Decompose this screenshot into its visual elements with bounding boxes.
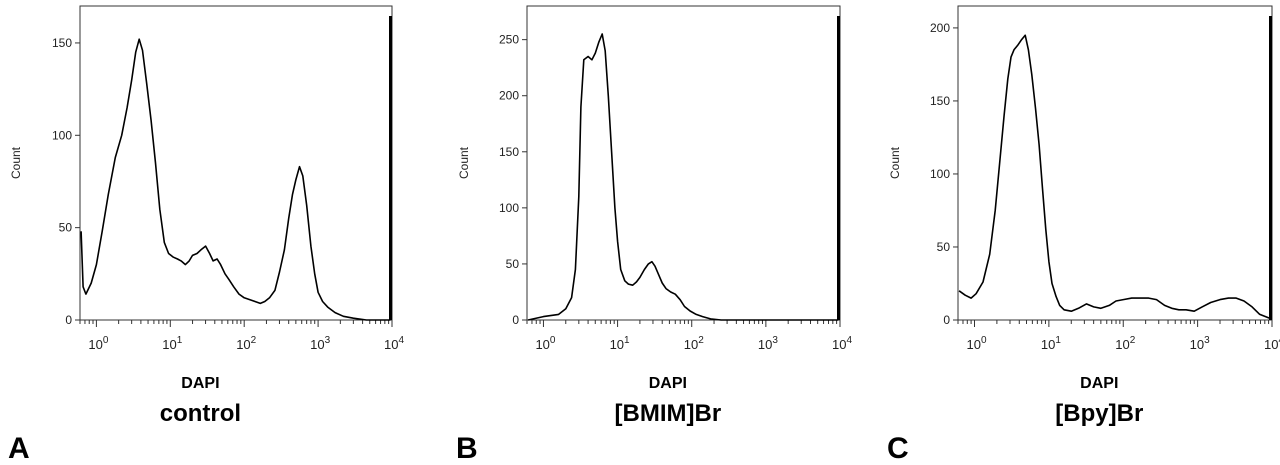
y-tick-label: 150 [930, 94, 950, 108]
x-tick-label: 101 [610, 335, 630, 352]
histogram-series-line [527, 33, 839, 321]
y-tick-label: 100 [930, 167, 950, 181]
y-tick-label: 50 [937, 240, 951, 254]
overflow-bar [1269, 16, 1272, 320]
y-tick-label: 50 [506, 257, 520, 271]
overflow-bar [837, 16, 840, 320]
plot-frame [526, 5, 841, 321]
histogram-series-line [958, 34, 1271, 320]
x-tick-label: 102 [236, 335, 256, 352]
overflow-bar [389, 16, 392, 320]
y-tick-label: 100 [52, 128, 72, 142]
x-tick-label: 100 [535, 335, 555, 352]
x-tick-label: 101 [1041, 335, 1061, 352]
x-tick-label: 103 [758, 335, 778, 352]
panel-letter: A [8, 432, 30, 465]
y-axis-label: Count [457, 146, 471, 179]
histogram-series-line [80, 38, 391, 321]
chart-panel-a: 0 50 100 150 100 101 102 103 104 Count DAPI control… [8, 5, 404, 465]
x-tick-label: 103 [1190, 335, 1210, 352]
x-tick-label: 101 [162, 335, 182, 352]
x-tick-label: 102 [1115, 335, 1135, 352]
y-tick-label: 0 [943, 313, 950, 327]
x-tick-label: 104 [1264, 335, 1280, 352]
x-axis-label: DAPI [649, 375, 687, 392]
y-axis-label: Count [9, 146, 23, 179]
panel-caption: control [160, 400, 241, 427]
x-tick-label: 102 [684, 335, 704, 352]
y-tick-label: 0 [65, 313, 72, 327]
plot-frame [957, 5, 1273, 321]
x-axis-label: DAPI [1080, 375, 1118, 392]
x-tick-label: 104 [384, 335, 404, 352]
y-tick-label: 200 [930, 21, 950, 35]
chart-panel-c: 0 50 100 150 200 100 101 102 103 104 Count DAPI [Bpy… [887, 5, 1280, 465]
panel-letter: B [456, 432, 478, 465]
x-tick-label: 100 [967, 335, 987, 352]
panel-caption: [BMIM]Br [615, 400, 722, 427]
chart-panel-b: 0 50 100 150 200 250 100 101 102 103 104 Count DAPI [… [456, 5, 852, 465]
y-tick-label: 200 [499, 89, 519, 103]
x-axis-label: DAPI [181, 375, 219, 392]
y-tick-label: 150 [52, 36, 72, 50]
x-tick-label: 100 [88, 335, 108, 352]
y-tick-label: 250 [499, 33, 519, 47]
y-tick-label: 100 [499, 201, 519, 215]
x-tick-label: 103 [310, 335, 330, 352]
y-tick-label: 150 [499, 145, 519, 159]
y-tick-label: 50 [59, 221, 73, 235]
y-axis-label: Count [888, 146, 902, 179]
y-tick-label: 0 [512, 313, 519, 327]
x-tick-label: 104 [832, 335, 852, 352]
panel-caption: [Bpy]Br [1055, 400, 1143, 427]
panel-letter: C [887, 432, 909, 465]
plot-frame [79, 5, 393, 321]
